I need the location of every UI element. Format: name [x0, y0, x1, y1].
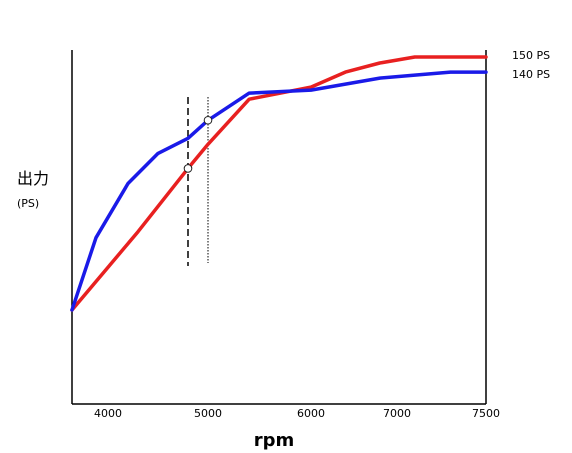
- series-end-label-0: 150 PS: [512, 49, 550, 62]
- series-line-1: [70, 70, 488, 312]
- reference-lines: [187, 97, 209, 266]
- marker-point-0: [183, 164, 193, 173]
- x-axis-label: rpm: [254, 430, 295, 451]
- x-tick-label: 4000: [94, 407, 122, 420]
- x-tick-label: 6000: [297, 407, 325, 420]
- series-lines: [70, 55, 488, 312]
- y-axis-label: 出力: [17, 169, 49, 188]
- marker-point-1: [203, 115, 213, 125]
- series-end-labels: 150 PS 140 PS: [512, 49, 550, 81]
- marker-points: [183, 115, 213, 173]
- series-end-label-1: 140 PS: [512, 68, 550, 81]
- x-tick-label: 7500: [472, 407, 500, 420]
- x-tick-label: 5000: [194, 407, 222, 420]
- series-line-0: [70, 55, 488, 312]
- x-tick-labels: 4000 5000 6000 7000 7500: [94, 407, 500, 420]
- x-tick-label: 7000: [383, 407, 411, 420]
- y-axis-unit: (PS): [17, 197, 39, 210]
